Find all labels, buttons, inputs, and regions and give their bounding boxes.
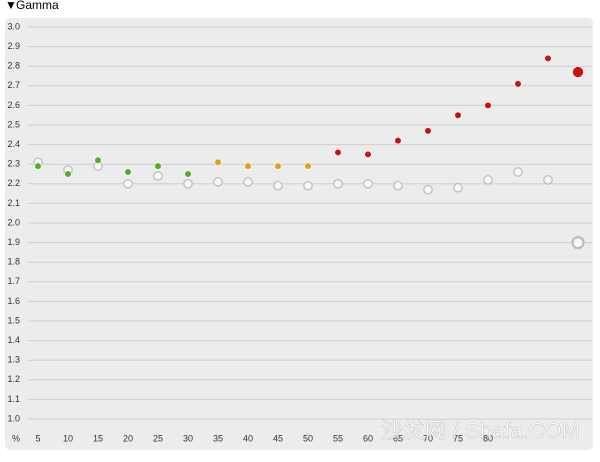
measured-point <box>304 162 312 170</box>
y-tick-label: 2.1 <box>7 198 20 208</box>
reference-point <box>123 179 133 189</box>
reference-point <box>303 180 313 191</box>
y-tick-label: 1.9 <box>7 237 20 247</box>
x-tick-label: 5 <box>35 433 40 443</box>
y-tick-label: 1.0 <box>7 413 20 423</box>
y-tick-label: 2.8 <box>7 61 20 71</box>
measured-point <box>484 101 492 109</box>
reference-point <box>571 236 585 250</box>
reference-point <box>363 179 373 189</box>
y-tick-label: 3.0 <box>7 21 20 31</box>
y-tick-label: 2.9 <box>7 41 20 51</box>
chart-title[interactable]: Gamma <box>16 0 59 12</box>
x-tick-label: 15 <box>93 433 103 443</box>
x-tick-label: 65 <box>393 433 403 443</box>
measured-point <box>64 170 72 178</box>
measured-point <box>572 66 584 78</box>
measured-point <box>244 162 252 170</box>
x-tick-label: 25 <box>153 433 163 443</box>
y-tick-label: 1.5 <box>7 315 20 325</box>
y-tick-label: 2.2 <box>7 178 20 188</box>
measured-point <box>274 162 282 170</box>
measured-point <box>364 150 372 158</box>
measured-point <box>394 137 402 145</box>
measured-point <box>34 162 42 170</box>
measured-point <box>424 127 432 135</box>
toggle-arrow[interactable]: ▼ <box>5 0 17 12</box>
measured-point <box>94 156 102 164</box>
reference-point <box>543 175 553 185</box>
x-tick-label: 40 <box>243 433 253 443</box>
y-tick-label: 1.3 <box>7 355 20 365</box>
y-tick-label: 2.7 <box>7 80 20 90</box>
y-tick-label: 2.5 <box>7 119 20 129</box>
plot-panel <box>5 18 593 450</box>
y-tick-label: 2.4 <box>7 139 20 149</box>
x-tick-label: 30 <box>183 433 193 443</box>
reference-point <box>273 180 283 191</box>
reference-point <box>483 175 493 185</box>
y-tick-label: 1.6 <box>7 296 20 306</box>
reference-point <box>243 177 253 187</box>
y-tick-label: 1.1 <box>7 394 20 404</box>
x-tick-label: 80 <box>483 433 493 443</box>
x-tick-label: 35 <box>213 433 223 443</box>
measured-point <box>124 168 132 176</box>
reference-point <box>153 171 163 181</box>
x-axis-label: % <box>12 433 20 443</box>
reference-point <box>333 179 343 189</box>
x-tick-label: 50 <box>303 433 313 443</box>
reference-point <box>513 167 523 177</box>
x-tick-label: 20 <box>123 433 133 443</box>
y-tick-label: 2.3 <box>7 159 20 169</box>
measured-point <box>214 158 222 166</box>
reference-point <box>393 180 403 191</box>
reference-point <box>213 177 223 187</box>
y-tick-label: 1.2 <box>7 374 20 384</box>
measured-point <box>454 111 462 119</box>
x-tick-label: 10 <box>63 433 73 443</box>
x-tick-label: 75 <box>453 433 463 443</box>
measured-point <box>154 162 162 170</box>
y-tick-label: 2.6 <box>7 100 20 110</box>
y-tick-label: 2.0 <box>7 217 20 227</box>
y-tick-label: 1.4 <box>7 335 20 345</box>
measured-point <box>184 170 192 178</box>
x-tick-label: 45 <box>273 433 283 443</box>
reference-point <box>183 179 193 189</box>
measured-point <box>544 54 552 62</box>
x-tick-label: 70 <box>423 433 433 443</box>
measured-point <box>334 148 342 157</box>
reference-point <box>423 184 433 195</box>
watermark: 沙发网 / Shafa.COM <box>381 418 580 443</box>
reference-point <box>453 182 463 193</box>
y-tick-label: 1.8 <box>7 257 20 267</box>
x-tick-label: 60 <box>363 433 373 443</box>
measured-point <box>514 80 522 88</box>
x-tick-label: 55 <box>333 433 343 443</box>
y-tick-label: 1.7 <box>7 276 20 286</box>
